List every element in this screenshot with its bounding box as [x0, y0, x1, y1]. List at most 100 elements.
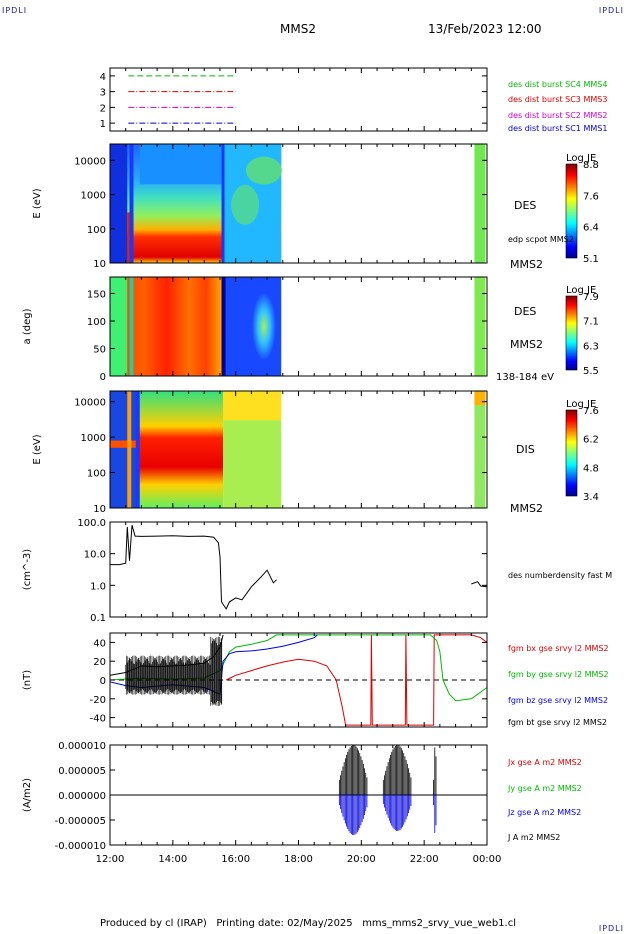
density-ylabel: (cm^-3)	[22, 549, 33, 590]
dis-energy-spectrum	[127, 391, 132, 508]
des-energy-ytick-label: 10	[93, 259, 106, 270]
pitch-angle-ylabel: a (deg)	[22, 308, 33, 344]
dis-energy-ytick-label: 1000	[81, 433, 106, 444]
dis-energy-spectrum	[474, 391, 486, 406]
dis-energy-colorbar-tick-label: 3.4	[583, 492, 599, 503]
burst-ytick-label: 4	[100, 72, 106, 83]
des-energy-ytick-label: 100	[87, 225, 106, 236]
burst-legend-entry: des dist burst SC3 MMS3	[508, 95, 607, 104]
time-axis-label: 12:00	[96, 854, 125, 865]
density-line	[471, 581, 488, 588]
des-energy-instrument-label: DES	[514, 199, 536, 212]
pitch-angle-ytick-label: 100	[87, 317, 106, 328]
des-energy-colorbar-tick-label: 5.1	[583, 254, 599, 265]
des-energy-spectrum	[110, 144, 128, 263]
burst-legend-entry: des dist burst SC4 MMS4	[508, 80, 607, 89]
current-ytick-label: -0.000010	[55, 841, 106, 852]
bfield-legend-entry: fgm bz gse srvy l2 MMS2	[508, 696, 608, 705]
dis-energy-colorbar-tick-label: 6.2	[583, 435, 599, 446]
density-ytick-label: 10.0	[84, 550, 106, 561]
des-energy-spectrum	[129, 144, 134, 263]
burst-ytick-label: 3	[100, 88, 106, 99]
dis-energy-colorbar	[565, 409, 578, 497]
density-legend-entry: des numberdensity fast M	[508, 571, 612, 580]
pitch-angle-spectrum	[474, 277, 486, 376]
des-energy-spectrum	[221, 144, 225, 263]
burst-panel-frame	[109, 67, 488, 132]
dis-energy-spectrum	[110, 391, 139, 508]
current-legend-entry: Jz gse A m2 MMS2	[507, 808, 581, 817]
bfield-ytick-label: 0	[100, 676, 106, 687]
des-energy-spectrum	[474, 144, 486, 263]
dis-energy-colorbar-tick-label: 4.8	[583, 463, 599, 474]
dis-energy-spectrum	[110, 440, 139, 448]
des-energy-spacecraft-label: MMS2	[510, 258, 543, 271]
bfield-legend-entry: fgm bx gse srvy l2 MMS2	[508, 644, 609, 653]
bfield-legend-entry: fgm bt gse srvy l2 MMS2	[508, 718, 607, 727]
des-energy-ytick-label: 10000	[74, 156, 106, 167]
bfield-series-group	[110, 634, 487, 726]
current-legend-entry: J A m2 MMS2	[507, 833, 560, 842]
density-ytick-label: 1.0	[90, 581, 106, 592]
dis-energy-spectrum	[474, 391, 486, 508]
time-axis-label: 16:00	[221, 854, 250, 865]
des-energy-ytick-label: 1000	[81, 191, 106, 202]
time-axis-label: 14:00	[158, 854, 187, 865]
dis-energy-colorbar-tick-label: 7.6	[583, 406, 599, 417]
dis-energy-instrument-label: DIS	[516, 443, 535, 456]
dis-energy-colorbar-title: Log JE	[566, 399, 596, 410]
current-legend-entry: Jx gse A m2 MMS2	[507, 758, 582, 767]
time-axis-label: 20:00	[347, 854, 376, 865]
pitch-angle-ytick-label: 50	[93, 345, 106, 356]
current-ytick-label: -0.000005	[55, 816, 106, 827]
pitch-angle-ytick-label: 0	[100, 372, 106, 383]
logo-top-right: IPDLI	[598, 6, 624, 15]
pitch-angle-colorbar-tick-label: 7.9	[583, 292, 599, 303]
bfield-ylabel: (nT)	[22, 670, 33, 690]
density-ytick-label: 100.0	[77, 518, 106, 529]
time-axis-label: 00:00	[473, 854, 502, 865]
des-energy-colorbar-tick-label: 6.4	[583, 223, 599, 234]
pitch-angle-energy-label: 138-184 eV	[496, 372, 554, 383]
des-energy-colorbar	[565, 163, 578, 259]
burst-ytick-label: 2	[100, 103, 106, 114]
dis-energy-spectrum	[223, 391, 282, 421]
density-line	[110, 524, 277, 610]
time-axis-label: 18:00	[284, 854, 313, 865]
des-energy-ylabel: E (eV)	[32, 188, 43, 218]
dis-energy-spectrum	[135, 391, 140, 508]
pitch-angle-colorbar-title: Log JE	[566, 285, 596, 296]
spacecraft-title: MMS2	[280, 22, 316, 36]
current-ylabel: (A/m2)	[22, 778, 33, 812]
dis-energy-ytick-label: 10	[93, 504, 106, 515]
bfield-legend-entry: fgm by gse srvy l2 MMS2	[508, 670, 609, 679]
datetime-title: 13/Feb/2023 12:00	[428, 22, 542, 36]
pitch-angle-spectrum	[110, 277, 224, 376]
des-energy-colorbar-tick-label: 8.8	[583, 160, 599, 171]
burst-legend-entry: des dist burst SC1 MMS1	[508, 124, 607, 133]
pitch-angle-spectrum	[251, 292, 276, 361]
footer-credits: Produced by cl (IRAP) Printing date: 02/…	[100, 918, 517, 929]
pitch-angle-spectrum	[221, 277, 226, 376]
current-ytick-label: 0.000010	[58, 741, 106, 752]
pitch-angle-spectrum	[129, 277, 134, 376]
dis-energy-ylabel: E (eV)	[32, 434, 43, 464]
bfield-ytick-label: 40	[93, 638, 106, 649]
des-energy-colorbar-title: Log JE	[566, 153, 596, 164]
burst-ytick-label: 1	[100, 119, 106, 130]
des-energy-spectrum	[139, 144, 224, 185]
current-legend-entry: Jy gse A m2 MMS2	[507, 784, 582, 793]
current-ytick-label: 0.000005	[58, 766, 106, 777]
pitch-angle-instrument-label: DES	[514, 305, 536, 318]
pitch-angle-spectrum	[110, 277, 128, 376]
dis-energy-spacecraft-label: MMS2	[510, 502, 543, 515]
dis-energy-ytick-label: 100	[87, 469, 106, 480]
pitch-angle-colorbar-tick-label: 7.1	[583, 317, 599, 328]
dis-energy-ytick-label: 10000	[74, 398, 106, 409]
pitch-angle-colorbar-tick-label: 5.5	[583, 366, 599, 377]
logo-bottom-right: IPDLI	[598, 924, 624, 933]
bfield-ytick-label: -20	[90, 695, 106, 706]
bfield-ytick-label: -40	[90, 714, 106, 725]
current-ytick-label: 0.000000	[58, 791, 106, 802]
